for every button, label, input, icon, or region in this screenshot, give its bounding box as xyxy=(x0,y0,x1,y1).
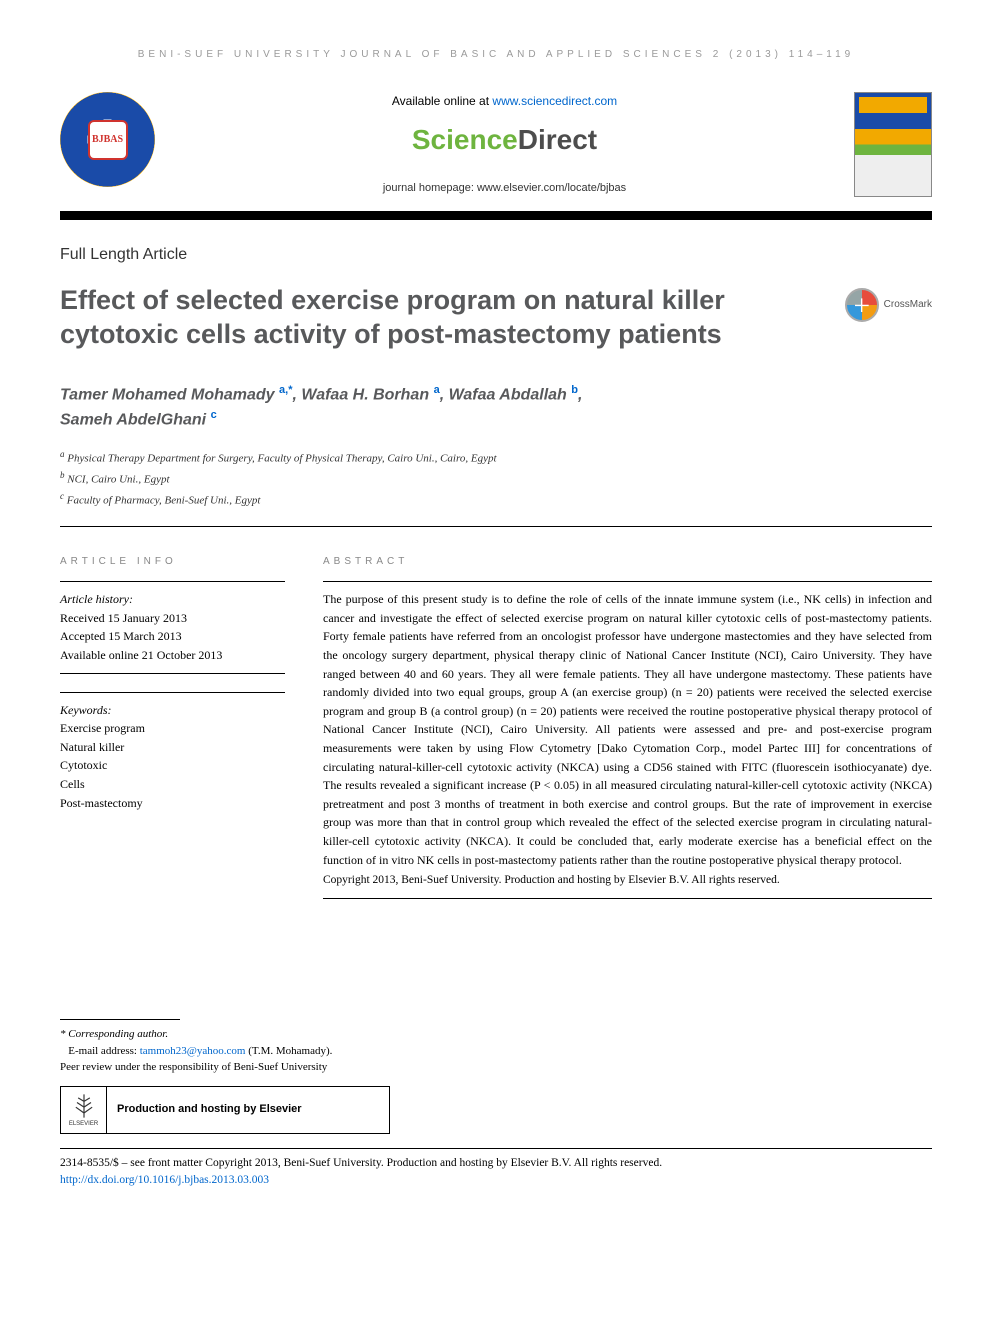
tree-icon xyxy=(70,1092,98,1120)
keywords-block: Keywords: Exercise program Natural kille… xyxy=(60,692,285,813)
article-type: Full Length Article xyxy=(60,244,932,266)
author-4: Sameh AbdelGhani xyxy=(60,412,206,429)
title-row: Effect of selected exercise program on n… xyxy=(60,284,932,352)
crossmark-badge[interactable]: CrossMark xyxy=(845,288,932,322)
aff-c-text: Faculty of Pharmacy, Beni-Suef Uni., Egy… xyxy=(67,495,261,507)
header-center: Available online at www.sciencedirect.co… xyxy=(167,92,842,197)
email-who: (T.M. Mohamady). xyxy=(246,1045,333,1057)
keywords-label: Keywords: xyxy=(60,701,285,720)
available-line: Available online at www.sciencedirect.co… xyxy=(167,93,842,110)
article-title: Effect of selected exercise program on n… xyxy=(60,284,825,352)
footer-area: * Corresponding author. E-mail address: … xyxy=(60,1019,932,1189)
aff-a-text: Physical Therapy Department for Surgery,… xyxy=(67,452,496,464)
affiliations: a Physical Therapy Department for Surger… xyxy=(60,447,932,511)
abstract-column: ABSTRACT The purpose of this present stu… xyxy=(323,555,932,899)
author-1: Tamer Mohamed Mohamady xyxy=(60,386,275,403)
abstract-bottom-rule xyxy=(323,898,932,899)
affiliation-a: a Physical Therapy Department for Surger… xyxy=(60,447,932,468)
header-band: BJBAS Available online at www.sciencedir… xyxy=(60,92,932,197)
crossmark-label: CrossMark xyxy=(884,298,932,312)
abstract-top-rule xyxy=(323,581,932,582)
affiliation-c: c Faculty of Pharmacy, Beni-Suef Uni., E… xyxy=(60,489,932,510)
keyword-4: Cells xyxy=(60,775,285,794)
abstract-copyright: Copyright 2013, Beni-Suef University. Pr… xyxy=(323,872,932,888)
author-1-corr[interactable]: * xyxy=(288,384,292,396)
footnotes: * Corresponding author. E-mail address: … xyxy=(60,1026,932,1076)
divider-bar xyxy=(60,211,932,220)
email-link[interactable]: tammoh23@yahoo.com xyxy=(140,1045,246,1057)
doi-link[interactable]: http://dx.doi.org/10.1016/j.bjbas.2013.0… xyxy=(60,1174,269,1186)
affiliation-b: b NCI, Cairo Uni., Egypt xyxy=(60,468,932,489)
journal-cover-thumbnail xyxy=(854,92,932,197)
sciencedirect-link[interactable]: www.sciencedirect.com xyxy=(492,94,617,108)
logo-abbr: BJBAS xyxy=(88,120,128,160)
hosting-text: Production and hosting by Elsevier xyxy=(107,1102,389,1117)
accepted-date: Accepted 15 March 2013 xyxy=(60,627,285,646)
aff-b-text: NCI, Cairo Uni., Egypt xyxy=(67,473,169,485)
footnote-rule xyxy=(60,1019,180,1020)
history-label: Article history: xyxy=(60,590,285,609)
authors-list: Tamer Mohamed Mohamady a,*, Wafaa H. Bor… xyxy=(60,382,932,433)
journal-homepage: journal homepage: www.elsevier.com/locat… xyxy=(167,181,842,196)
page-container: BENI-SUEF UNIVERSITY JOURNAL OF BASIC AN… xyxy=(0,0,992,1229)
email-line: E-mail address: tammoh23@yahoo.com (T.M.… xyxy=(60,1043,932,1060)
abstract-body: The purpose of this present study is to … xyxy=(323,590,932,869)
author-3: Wafaa Abdallah xyxy=(449,386,567,403)
article-history-block: Article history: Received 15 January 201… xyxy=(60,581,285,673)
author-1-aff[interactable]: a, xyxy=(279,384,288,396)
elsevier-logo: ELSEVIER xyxy=(61,1087,107,1133)
email-label: E-mail address: xyxy=(68,1045,139,1057)
abstract-head: ABSTRACT xyxy=(323,555,932,569)
content-columns: ARTICLE INFO Article history: Received 1… xyxy=(60,555,932,899)
sd-science: Science xyxy=(412,124,518,155)
elsevier-label: ELSEVIER xyxy=(69,1120,98,1128)
author-3-aff[interactable]: b xyxy=(571,384,578,396)
corresponding-author: * Corresponding author. xyxy=(60,1026,932,1043)
running-head: BENI-SUEF UNIVERSITY JOURNAL OF BASIC AN… xyxy=(60,48,932,62)
author-2-aff[interactable]: a xyxy=(434,384,440,396)
keyword-2: Natural killer xyxy=(60,738,285,757)
keyword-1: Exercise program xyxy=(60,719,285,738)
author-2: Wafaa H. Borhan xyxy=(301,386,429,403)
university-logo: BJBAS xyxy=(60,92,155,187)
sd-direct: Direct xyxy=(518,124,597,155)
article-info-head: ARTICLE INFO xyxy=(60,555,285,569)
front-matter-line: 2314-8535/$ – see front matter Copyright… xyxy=(60,1155,932,1172)
keyword-3: Cytotoxic xyxy=(60,756,285,775)
article-info-column: ARTICLE INFO Article history: Received 1… xyxy=(60,555,285,899)
received-date: Received 15 January 2013 xyxy=(60,609,285,628)
bottom-info: 2314-8535/$ – see front matter Copyright… xyxy=(60,1148,932,1190)
hosting-box: ELSEVIER Production and hosting by Elsev… xyxy=(60,1086,390,1134)
peer-review-line: Peer review under the responsibility of … xyxy=(60,1059,932,1076)
keyword-5: Post-mastectomy xyxy=(60,794,285,813)
divider-line xyxy=(60,526,932,527)
sciencedirect-logo: ScienceDirect xyxy=(167,120,842,159)
online-date: Available online 21 October 2013 xyxy=(60,646,285,665)
crossmark-icon xyxy=(845,288,879,322)
available-text: Available online at xyxy=(392,94,493,108)
author-4-aff[interactable]: c xyxy=(211,409,217,421)
